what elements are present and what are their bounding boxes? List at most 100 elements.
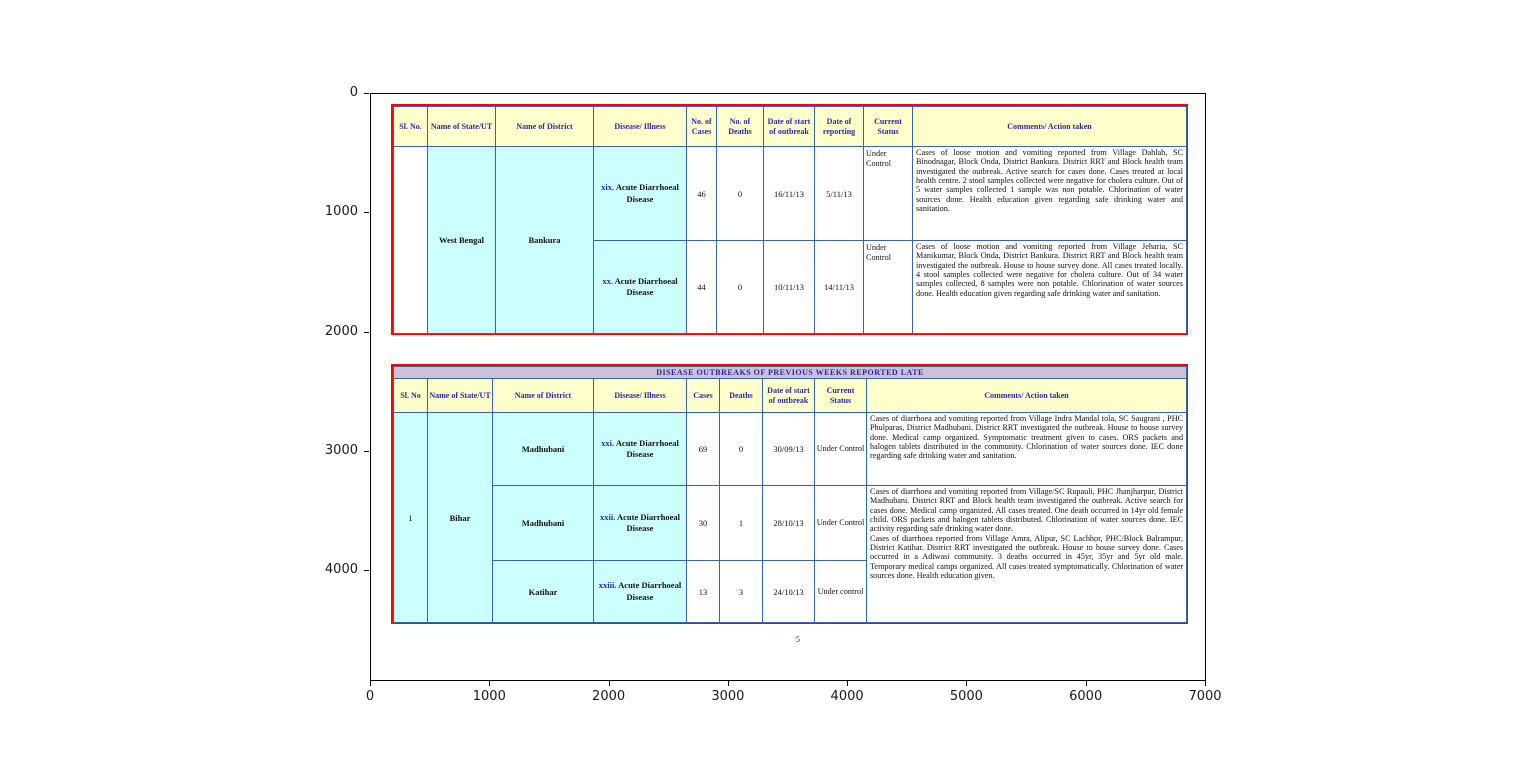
x-tick-mark [1085, 681, 1087, 686]
x-tick-mark [489, 681, 491, 686]
sl-no-cell: 1 [393, 412, 428, 623]
y-tick-label: 2000 [324, 323, 358, 339]
report-date-cell: 5/11/13 [814, 146, 864, 241]
disease-index: xxii. [599, 511, 616, 522]
cases-cell: 69 [686, 412, 720, 486]
column-header-comments: Comments/ Action taken [912, 106, 1187, 147]
district-cell: Katihar [492, 560, 594, 623]
report-date-cell: 14/11/13 [814, 240, 864, 334]
disease-index: xx. [602, 275, 613, 286]
cases-cell: 44 [686, 240, 717, 334]
comments-paragraph: Cases of diarrhoea and vomiting reported… [870, 487, 1184, 534]
column-header-district: Name of District [495, 106, 594, 147]
status-cell: Under Control [863, 240, 913, 334]
cases-cell: 30 [686, 485, 720, 561]
district-cell: Bankura [495, 146, 594, 334]
x-tick-label: 3000 [711, 689, 745, 704]
status-cell: Under Control [814, 485, 867, 561]
start-date-cell: 10/11/13 [763, 240, 815, 334]
column-header-comments: Comments/ Action taken [865, 378, 1188, 413]
column-header-start-date: Date of start of outbreak [762, 378, 815, 413]
column-header-start-date: Date of start of outbreak [763, 106, 815, 147]
cases-cell: 13 [686, 560, 720, 623]
disease-cell: xx. Acute Diarrhoeal Disease [593, 240, 687, 334]
x-tick-mark [966, 681, 968, 686]
state-cell: West Bengal [427, 146, 496, 334]
disease-name: Acute Diarrhoeal Disease [618, 580, 682, 602]
table-row: xx. Acute Diarrhoeal Disease 44 0 10/11/… [394, 240, 1187, 334]
x-tick-mark [847, 681, 849, 686]
sl-no-cell [393, 146, 428, 334]
y-tick-mark [364, 212, 369, 214]
disease-index: xxiii. [598, 580, 617, 591]
column-header-sl-no: Sl. No [393, 378, 428, 413]
header-row: Sl. No Name of State/UT Name of District… [393, 378, 1188, 413]
disease-cell: xix. Acute Diarrhoeal Disease [593, 146, 687, 241]
start-date-cell: 24/10/13 [762, 560, 815, 623]
x-tick-mark [608, 681, 610, 686]
y-tick-label: 4000 [324, 562, 358, 578]
status-cell: Under control [814, 560, 867, 623]
x-tick-label: 0 [365, 689, 375, 704]
y-tick-label: 3000 [324, 442, 358, 458]
x-tick-label: 4000 [830, 689, 864, 704]
column-header-disease: Disease/ Illness [593, 378, 687, 413]
deaths-cell: 1 [719, 485, 763, 561]
disease-name: Acute Diarrhoeal Disease [614, 275, 678, 297]
column-header-status: Current Status [814, 378, 867, 413]
table-title: DISEASE OUTBREAKS OF PREVIOUS WEEKS REPO… [392, 366, 1188, 379]
comments-cell: Cases of diarrhoea and vomiting reported… [865, 485, 1188, 623]
column-header-state: Name of State/UT [427, 378, 493, 413]
column-header-cases: Cases [686, 378, 720, 413]
x-tick-label: 5000 [949, 689, 983, 704]
outbreak-table-previous-weeks: DISEASE OUTBREAKS OF PREVIOUS WEEKS REPO… [391, 364, 1188, 624]
x-tick-mark [370, 681, 371, 686]
disease-cell: xxii. Acute Diarrhoeal Disease [593, 485, 687, 561]
table-row: 1 Bihar Madhubani xxi. Acute Diarrhoeal … [393, 412, 1188, 623]
disease-index: xix. [601, 182, 615, 193]
outbreak-table: Sl. No. Name of State/UT Name of Distric… [393, 106, 1187, 334]
column-header-state: Name of State/UT [427, 106, 496, 147]
deaths-cell: 0 [716, 146, 764, 241]
disease-cell: xxiii. Acute Diarrhoeal Disease [593, 560, 687, 623]
disease-name: Acute Diarrhoeal Disease [616, 511, 681, 533]
disease-name: Acute Diarrhoeal Disease [615, 182, 679, 204]
comments-paragraph: Cases of diarrhoea reported from Village… [870, 533, 1184, 581]
header-row: Sl. No. Name of State/UT Name of Distric… [393, 106, 1187, 147]
table-row: Madhubani xxii. Acute Diarrhoeal Disease… [394, 485, 1188, 623]
column-header-district: Name of District [492, 378, 594, 413]
state-cell: Bihar [427, 412, 493, 623]
y-tick-label: 1000 [324, 204, 358, 220]
x-tick-label: 2000 [592, 689, 626, 704]
table-title-row: DISEASE OUTBREAKS OF PREVIOUS WEEKS REPO… [392, 366, 1188, 379]
cases-cell: 46 [686, 146, 717, 241]
status-cell: Under Control [814, 412, 867, 486]
column-header-status: Current Status [863, 106, 913, 147]
outbreak-table-current-week: Sl. No. Name of State/UT Name of Distric… [391, 104, 1188, 335]
comments-cell: Cases of loose motion and vomiting repor… [912, 240, 1187, 334]
column-header-deaths: No. of Deaths [716, 106, 764, 147]
y-tick-label: 0 [349, 85, 358, 100]
deaths-cell: 0 [719, 412, 763, 486]
column-header-report-date: Date of reporting [814, 106, 864, 147]
x-tick-mark [727, 681, 729, 686]
page-number: 5 [796, 635, 800, 644]
plot-axes: Sl. No. Name of State/UT Name of Distric… [370, 93, 1206, 681]
y-tick-mark [364, 331, 369, 333]
y-tick-mark [364, 570, 369, 572]
comments-cell: Cases of loose motion and vomiting repor… [912, 146, 1187, 241]
start-date-cell: 30/09/13 [762, 412, 815, 486]
start-date-cell: 16/11/13 [763, 146, 815, 241]
outbreak-table: DISEASE OUTBREAKS OF PREVIOUS WEEKS REPO… [392, 366, 1188, 623]
district-cell: Madhubani [492, 412, 594, 486]
column-header-disease: Disease/ Illness [593, 106, 687, 147]
x-tick-label: 1000 [472, 689, 506, 704]
document-page: Sl. No. Name of State/UT Name of Distric… [371, 94, 1205, 680]
table-row: Katihar xxiii. Acute Diarrhoeal Disease … [394, 560, 1187, 623]
start-date-cell: 28/10/13 [762, 485, 815, 561]
deaths-cell: 0 [716, 240, 764, 334]
disease-name: Acute Diarrhoeal Disease [615, 437, 679, 459]
column-header-cases: No. of Cases [686, 106, 717, 147]
y-tick-mark [364, 450, 369, 452]
status-cell: Under Control [863, 146, 913, 241]
